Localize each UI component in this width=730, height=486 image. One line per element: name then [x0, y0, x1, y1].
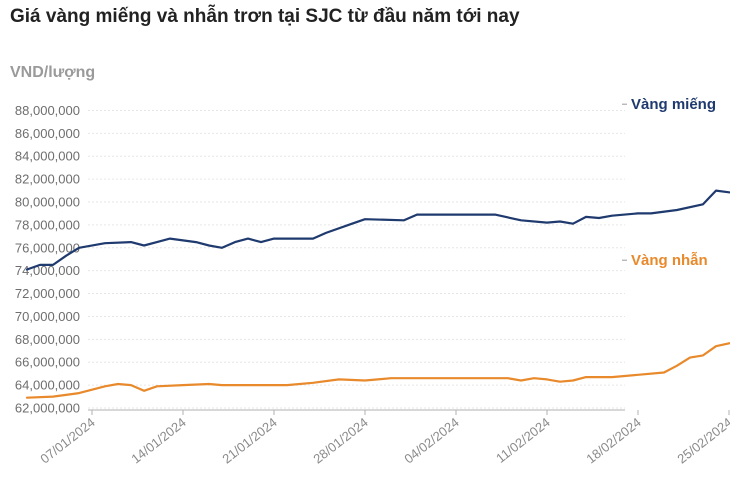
y-tick-label: 62,000,000 [15, 401, 80, 416]
y-tick-label: 86,000,000 [15, 126, 80, 141]
y-tick-label: 88,000,000 [15, 103, 80, 118]
series-end-labels: Vàng miếng Vàng nhẫn [622, 96, 716, 269]
y-tick-label: 82,000,000 [15, 172, 80, 187]
x-tick-label: 07/01/2024 [37, 415, 98, 467]
x-tick-label: 11/02/2024 [493, 415, 553, 466]
series-line-1 [25, 189, 730, 271]
x-tick-label: 14/01/2024 [128, 415, 189, 467]
y-axis-ticks: 62,000,000 64,000,000 66,000,000 68,000,000… [15, 103, 80, 416]
x-tick-label: 25/02/2024 [674, 415, 730, 467]
x-tick-label: 04/02/2024 [401, 415, 462, 467]
x-tick-label: 18/02/2024 [583, 415, 644, 467]
x-axis-ticks: 07/01/2024 14/01/2024 21/01/2024 28/01/2024… [37, 410, 730, 466]
series-label: Vàng nhẫn [631, 252, 708, 269]
y-tick-label: 78,000,000 [15, 217, 80, 232]
series-lines [25, 189, 730, 399]
y-tick-label: 68,000,000 [15, 332, 80, 347]
y-axis-unit-label: VND/lượng [10, 64, 96, 81]
y-tick-label: 72,000,000 [15, 286, 80, 301]
x-tick-label: 28/01/2024 [310, 415, 371, 467]
y-tick-label: 66,000,000 [15, 355, 80, 370]
y-tick-label: 76,000,000 [15, 240, 80, 255]
x-tick-label: 21/01/2024 [219, 415, 280, 467]
chart-title: Giá vàng miếng và nhẫn trơn tại SJC từ đ… [10, 6, 520, 27]
y-tick-label: 64,000,000 [15, 378, 80, 393]
grid-lines [88, 109, 625, 409]
y-tick-label: 70,000,000 [15, 309, 80, 324]
series-line-2 [25, 342, 730, 399]
y-tick-label: 80,000,000 [15, 195, 80, 210]
series-label: Vàng miếng [631, 96, 716, 113]
y-tick-label: 84,000,000 [15, 149, 80, 164]
